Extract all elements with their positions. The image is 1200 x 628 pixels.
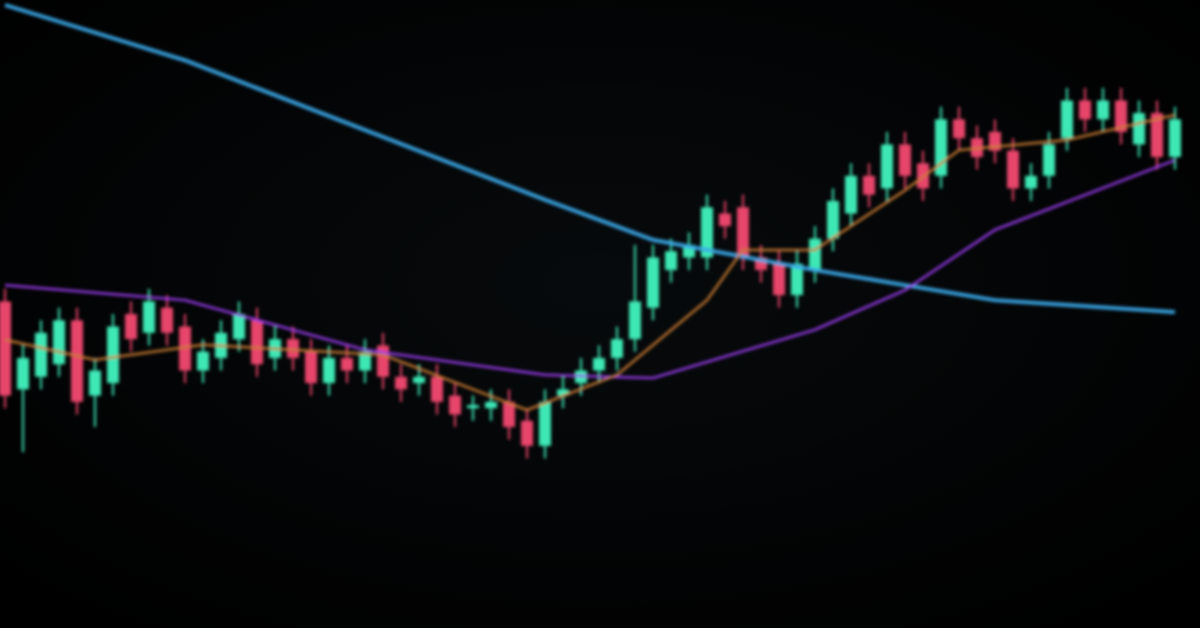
candle-body <box>827 200 839 239</box>
candle-body <box>449 395 461 415</box>
candle-body <box>125 314 137 340</box>
candle-body <box>701 207 713 258</box>
candle-body <box>71 320 83 402</box>
candle-body <box>791 263 803 296</box>
candle-body <box>107 326 119 384</box>
candle-body <box>503 401 515 428</box>
moving-average-line <box>4 113 1176 412</box>
candle-body <box>881 144 893 189</box>
candle-body <box>197 351 209 371</box>
candle-body <box>53 320 65 365</box>
candle-body <box>1133 113 1145 145</box>
candle-body <box>251 320 263 365</box>
candle-body <box>1079 100 1091 120</box>
candle-body <box>1169 119 1181 157</box>
candle-body <box>719 213 731 227</box>
candle-body <box>773 263 785 296</box>
candle-body <box>143 301 155 333</box>
candle-body <box>467 405 479 409</box>
candle-body <box>737 207 749 258</box>
candle-body <box>89 370 101 396</box>
plot-area <box>0 3 1181 459</box>
candle-body <box>359 351 371 371</box>
candle-body <box>35 332 47 377</box>
candle-body <box>665 251 677 271</box>
candle-body <box>0 301 11 396</box>
moving-average-line <box>4 3 1176 315</box>
candle-body <box>323 357 335 384</box>
candle-body <box>557 389 569 396</box>
candle-body <box>1061 100 1073 139</box>
candle-body <box>395 376 407 390</box>
candle-body <box>647 257 659 308</box>
candle-body <box>1043 144 1055 176</box>
candle-body <box>287 339 299 358</box>
candle-body <box>17 357 29 390</box>
candle-body <box>1115 100 1127 132</box>
candle-body <box>305 351 317 384</box>
candle-body <box>233 314 245 340</box>
candle-body <box>863 175 875 195</box>
candle-body <box>413 376 425 384</box>
candle-body <box>593 357 605 371</box>
moving-average-line <box>4 158 1176 380</box>
candle-body <box>521 420 533 446</box>
candle-body <box>377 345 389 377</box>
candle-body <box>1007 150 1019 189</box>
candle-body <box>629 301 641 340</box>
candle-body <box>341 357 353 371</box>
candle-body <box>1025 175 1037 189</box>
candle-body <box>899 144 911 176</box>
candle-body <box>845 175 857 214</box>
candle-body <box>809 238 821 271</box>
candle-body <box>539 401 551 446</box>
candle-body <box>431 376 443 402</box>
candle-body <box>611 339 623 358</box>
candle-body <box>485 401 497 409</box>
candle-body <box>1151 113 1163 157</box>
candle-body <box>161 307 173 333</box>
candle-body <box>1097 100 1109 120</box>
candle-body <box>953 119 965 139</box>
